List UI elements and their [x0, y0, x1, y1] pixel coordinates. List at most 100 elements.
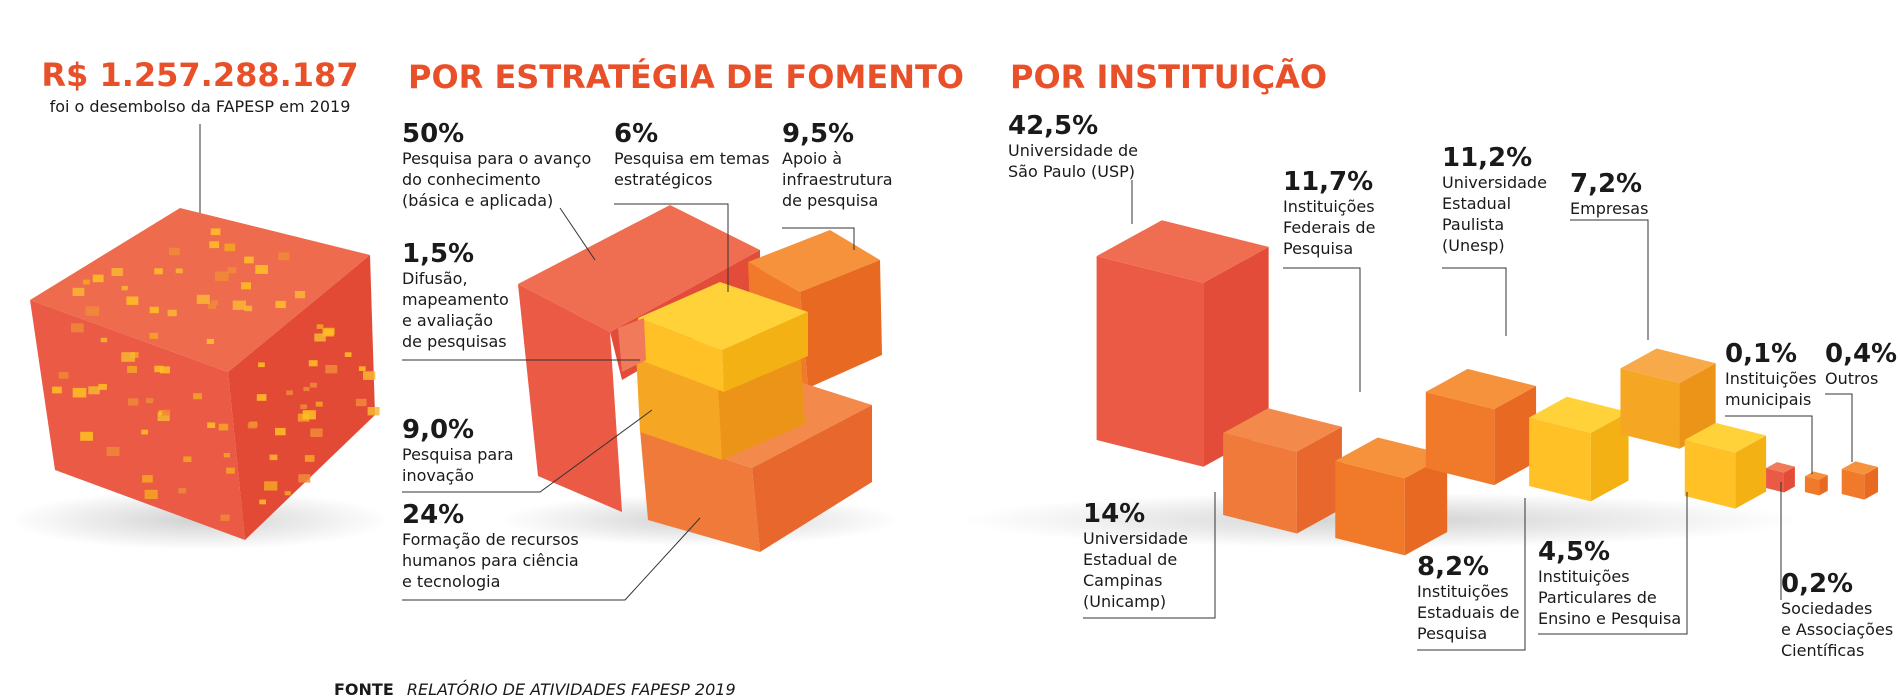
label-estaduais-label: Instituições	[1417, 582, 1509, 601]
leader-line	[1083, 492, 1216, 619]
cube-speckle	[100, 337, 108, 343]
chart-1-title: POR ESTRATÉGIA DE FOMENTO	[408, 58, 964, 96]
label-diffusion-label: e avaliação	[402, 311, 493, 330]
label-basic-research-label: Pesquisa para o avanço	[402, 149, 591, 168]
institution-labels: 42,5%Universidade de São Paulo (USP) 11,7%…	[1008, 111, 1897, 660]
leader-line	[1570, 219, 1649, 340]
label-unesp-label: Universidade	[1442, 173, 1547, 192]
inst-cube-3	[1425, 368, 1537, 486]
cube-speckle	[207, 303, 217, 309]
cube-speckle	[298, 474, 311, 483]
inst-cube-0-front	[1096, 256, 1204, 467]
cube-speckle	[98, 383, 107, 390]
cube-speckle	[196, 294, 210, 304]
cube-speckle	[304, 455, 315, 462]
cube-speckle	[258, 362, 265, 368]
cube-speckle	[82, 279, 90, 285]
inst-cube-6	[1684, 422, 1767, 509]
cube-speckle	[149, 332, 159, 339]
cube-speckle	[157, 412, 170, 421]
label-estaduais-label: Estaduais de	[1417, 603, 1520, 622]
label-federal-label: Pesquisa	[1283, 239, 1353, 258]
label-infrastructure-label: de pesquisa	[782, 191, 878, 210]
inst-cube-3-side	[1494, 386, 1537, 486]
strategy-labels: 50%Pesquisa para o avanço do conhecimento…	[402, 119, 893, 601]
label-diffusion: 1,5%Difusão, mapeamento e avaliação de pesq…	[402, 239, 509, 351]
label-innovation-label: inovação	[402, 466, 474, 485]
label-particulares: 4,5%Instituições Particulares de Ensino e …	[1538, 537, 1681, 628]
inst-cube-7	[1766, 462, 1795, 493]
cube-speckle	[111, 268, 123, 276]
cube-speckle	[309, 382, 317, 388]
cube-speckle	[300, 404, 307, 409]
cube-speckle	[167, 309, 177, 317]
cube-speckle	[206, 338, 214, 344]
cube-speckle	[193, 393, 202, 400]
label-innovation-label: Pesquisa para	[402, 445, 514, 464]
inst-cube-2	[1335, 437, 1448, 556]
cube-speckle	[358, 366, 366, 371]
cube-speckle	[269, 454, 278, 461]
inst-cube-7-side	[1783, 466, 1795, 493]
source-text: RELATÓRIO DE ATIVIDADES FAPESP 2019	[407, 680, 736, 699]
label-federal-value: 11,7%	[1283, 167, 1373, 197]
leader-line	[402, 517, 701, 601]
label-innovation: 9,0%Pesquisa para inovação	[402, 415, 514, 485]
label-particulares-label: Ensino e Pesquisa	[1538, 609, 1681, 628]
cube-speckle	[126, 296, 139, 305]
cube-speckle	[316, 324, 324, 329]
label-outros-label: Outros	[1825, 369, 1878, 388]
cube-speckle	[88, 386, 100, 395]
cube-speckle	[220, 514, 230, 521]
label-training-value: 24%	[402, 500, 464, 530]
label-municipais: 0,1%Instituições municipais	[1725, 339, 1817, 409]
label-particulares-value: 4,5%	[1538, 537, 1610, 567]
leader-line	[1417, 498, 1526, 651]
leader-line	[782, 227, 855, 250]
cube-speckle	[259, 499, 266, 505]
cube-speckle	[363, 371, 376, 380]
inst-cube-8	[1804, 471, 1828, 496]
leader-line	[402, 409, 653, 493]
label-training-label: e tecnologia	[402, 572, 500, 591]
label-innovation-value: 9,0%	[402, 415, 474, 445]
cube-speckle	[80, 431, 93, 441]
inst-cube-0-side	[1203, 246, 1269, 467]
label-basic-research-value: 50%	[402, 119, 464, 149]
label-diffusion-label: de pesquisas	[402, 332, 507, 351]
cube-speckle	[308, 360, 318, 367]
cube-speckle	[121, 285, 128, 291]
leader-line	[1442, 267, 1507, 336]
cube-speckle	[161, 409, 171, 416]
cube-speckle	[303, 386, 310, 392]
label-municipais-label: municipais	[1725, 390, 1811, 409]
cube-speckle	[314, 333, 326, 342]
cube-speckle	[325, 365, 338, 374]
label-sociedades-label: Sociedades	[1781, 599, 1872, 618]
inst-cube-3-top	[1425, 368, 1537, 410]
cube-speckle	[169, 247, 180, 256]
label-strategic: 6%Pesquisa em temas estratégicos	[614, 119, 770, 189]
inst-cube-0-top	[1096, 220, 1269, 283]
block-strategic-top	[638, 282, 808, 350]
cube-speckle	[264, 481, 278, 491]
cube-speckle	[344, 352, 352, 357]
cube-speckle	[241, 282, 251, 290]
total-cube-top	[30, 208, 370, 372]
label-basic-research: 50%Pesquisa para o avanço do conhecimento…	[402, 119, 591, 210]
label-federal-label: Instituições	[1283, 197, 1375, 216]
cube-speckle	[218, 423, 229, 431]
label-infrastructure-value: 9,5%	[782, 119, 854, 149]
inst-cube-3-front	[1425, 391, 1495, 486]
label-training-label: Formação de recursos	[402, 530, 579, 549]
cube-speckle	[244, 256, 254, 264]
block-training-front	[640, 430, 760, 552]
leader-line	[1283, 267, 1361, 392]
inst-cube-8-top	[1804, 471, 1828, 480]
label-diffusion-label: Difusão,	[402, 269, 468, 288]
inst-cube-5-top	[1620, 348, 1716, 384]
label-unesp-value: 11,2%	[1442, 143, 1532, 173]
label-municipais-label: Instituições	[1725, 369, 1817, 388]
label-estaduais: 8,2%Instituições Estaduais de Pesquisa	[1417, 552, 1520, 643]
